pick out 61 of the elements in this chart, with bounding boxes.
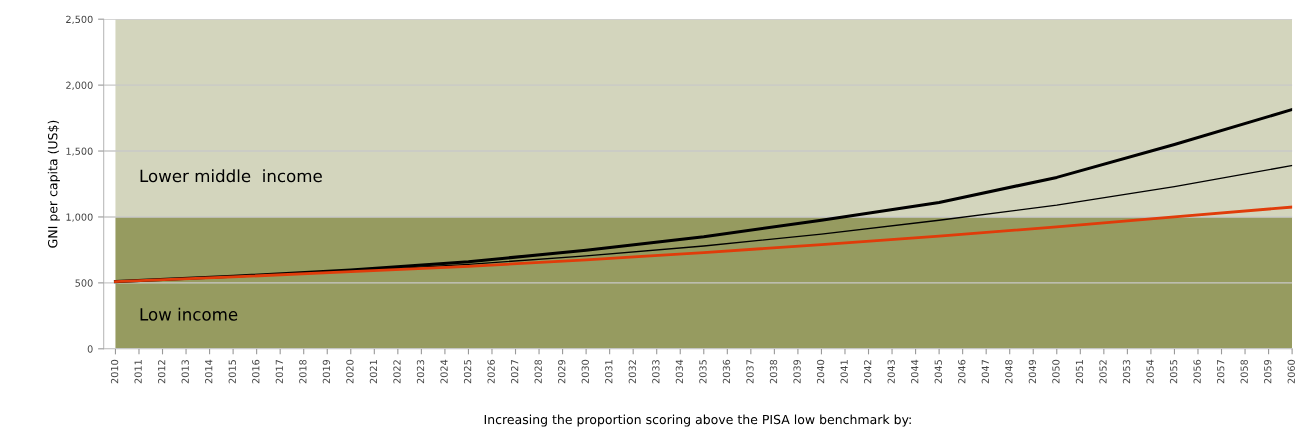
x-tick-label: 2058 xyxy=(1240,359,1248,384)
x-tick-label: 2049 xyxy=(1028,359,1037,384)
x-tick-label: 2022 xyxy=(393,360,401,384)
y-tick-label: 1,500 xyxy=(66,147,93,156)
x-tick-label: 2046 xyxy=(958,359,966,384)
x-tick-label: 2013 xyxy=(181,360,189,384)
x-tick-label: 2059 xyxy=(1264,359,1272,384)
x-tick-label: 2016 xyxy=(252,359,260,384)
x-tick-label: 2041 xyxy=(840,360,848,384)
x-tick-label: 2020 xyxy=(346,359,354,384)
y-tick-label: 2,000 xyxy=(66,81,93,90)
x-tick-label: 2038 xyxy=(769,359,778,384)
x-tick-label: 2039 xyxy=(793,359,801,384)
x-tick-label: 2019 xyxy=(322,359,331,384)
y-tick-label: 0 xyxy=(87,345,93,353)
band-label: Low income xyxy=(140,307,238,321)
x-tick-label: 2037 xyxy=(746,360,754,384)
x-tick-label: 2044 xyxy=(911,359,919,384)
x-tick-label: 2042 xyxy=(863,360,872,384)
x-tick-label: 2011 xyxy=(134,360,142,384)
y-tick-label: 500 xyxy=(75,279,93,287)
x-tick-label: 2032 xyxy=(628,360,636,384)
x-tick-label: 2057 xyxy=(1216,360,1225,384)
x-tick-label: 2017 xyxy=(275,360,283,384)
x-tick-label: 2040 xyxy=(816,359,825,384)
x-tick-label: 2033 xyxy=(652,360,660,384)
x-tick-label: 2029 xyxy=(558,359,566,384)
x-tick-label: 2051 xyxy=(1075,360,1084,384)
x-tick-label: 2024 xyxy=(440,359,448,384)
x-tick-label: 2045 xyxy=(934,360,942,384)
x-tick-label: 2055 xyxy=(1169,360,1178,384)
x-tick-label: 2018 xyxy=(299,359,307,384)
x-tick-label: 2010 xyxy=(110,359,119,384)
x-tick-label: 2021 xyxy=(369,360,378,384)
x-tick-label: 2056 xyxy=(1193,359,1201,384)
y-axis-title: GNI per capita (US$) xyxy=(47,120,60,248)
x-tick-label: 2031 xyxy=(605,360,613,384)
x-tick-label: 2015 xyxy=(228,360,236,384)
band-label: Lower middle income xyxy=(140,169,322,183)
x-tick-label: 2012 xyxy=(157,360,166,384)
x-tick-label: 2014 xyxy=(205,359,213,384)
x-tick-label: 2050 xyxy=(1052,359,1060,384)
y-tick-label: 2,500 xyxy=(66,15,93,25)
x-tick-label: 2028 xyxy=(534,359,542,384)
x-tick-label: 2043 xyxy=(887,360,895,384)
y-tick-label: 1,000 xyxy=(66,213,93,222)
x-tick-label: 2023 xyxy=(416,360,425,384)
x-tick-label: 2052 xyxy=(1099,360,1107,384)
x-axis-title: Increasing the proportion scoring above the PISA low benchmark by: xyxy=(484,414,911,427)
x-tick-label: 2025 xyxy=(463,360,472,384)
x-tick-label: 2047 xyxy=(981,360,989,384)
x-tick-label: 2026 xyxy=(487,359,495,384)
x-tick-label: 2030 xyxy=(581,359,589,384)
x-tick-label: 2048 xyxy=(1005,359,1013,384)
x-tick-label: 2027 xyxy=(510,360,519,384)
x-tick-label: 2053 xyxy=(1122,360,1131,384)
x-tick-label: 2036 xyxy=(722,359,731,384)
x-tick-label: 2054 xyxy=(1146,359,1154,384)
x-tick-label: 2034 xyxy=(675,359,684,384)
x-tick-label: 2035 xyxy=(699,360,707,384)
x-tick-label: 2060 xyxy=(1287,359,1295,384)
